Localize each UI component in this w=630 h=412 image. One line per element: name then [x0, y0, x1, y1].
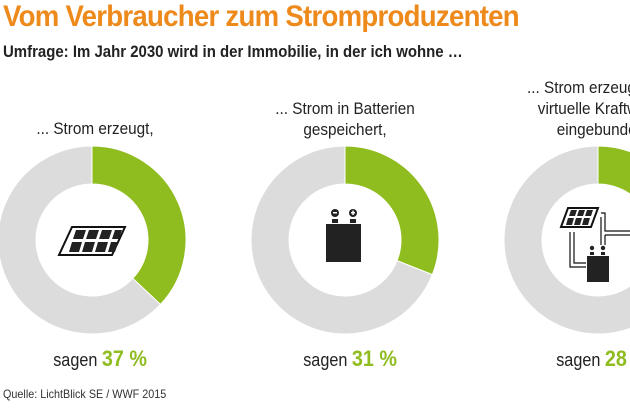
label-line: ... Strom in Batterien: [275, 99, 415, 118]
result-prefix: sagen: [53, 350, 98, 370]
chart-subtitle: Umfrage: Im Jahr 2030 wird in der Immobi…: [3, 42, 463, 61]
label-line: gespeichert,: [303, 120, 387, 139]
label-line: virtuelle Kraftw: [537, 99, 630, 118]
chart-title: Vom Verbraucher zum Stromproduzenten: [3, 0, 520, 33]
result-strom-erzeugt: sagen 37 %: [53, 346, 147, 372]
result-value: 31 %: [351, 346, 398, 371]
donut-slice-remainder: [503, 145, 630, 335]
label-line: ... Strom erzeugt: [527, 78, 630, 97]
battery-icon: [326, 209, 361, 262]
label-batterien: ... Strom in Batterien gespeichert,: [273, 98, 417, 140]
result-value: 28 %: [604, 346, 630, 371]
donut-slice-value: [91, 145, 187, 306]
label-virtuelle-kraftwerke: ... Strom erzeugt virtuelle Kraftw einge…: [518, 77, 630, 140]
donut-slice-remainder: [250, 145, 434, 335]
label-strom-erzeugt: ... Strom erzeugt,: [32, 118, 158, 139]
source-note: Quelle: LichtBlick SE / WWF 2015: [3, 387, 167, 401]
donut-slice-remainder: [0, 145, 162, 335]
result-prefix: sagen: [303, 350, 348, 370]
result-prefix: sagen: [556, 350, 601, 370]
donut-slice-value: [597, 145, 630, 195]
result-value: 37 %: [101, 346, 148, 371]
label-line: eingebunde: [556, 120, 630, 139]
result-batterien: sagen 31 %: [303, 346, 397, 372]
donut-slice-value: [344, 145, 440, 276]
result-virtuelle-kraftwerke: sagen 28 %: [556, 346, 630, 372]
solar-panel-icon: [57, 226, 127, 256]
label-line: ... Strom erzeugt,: [36, 119, 154, 138]
solar-battery-system-icon: [559, 207, 630, 282]
